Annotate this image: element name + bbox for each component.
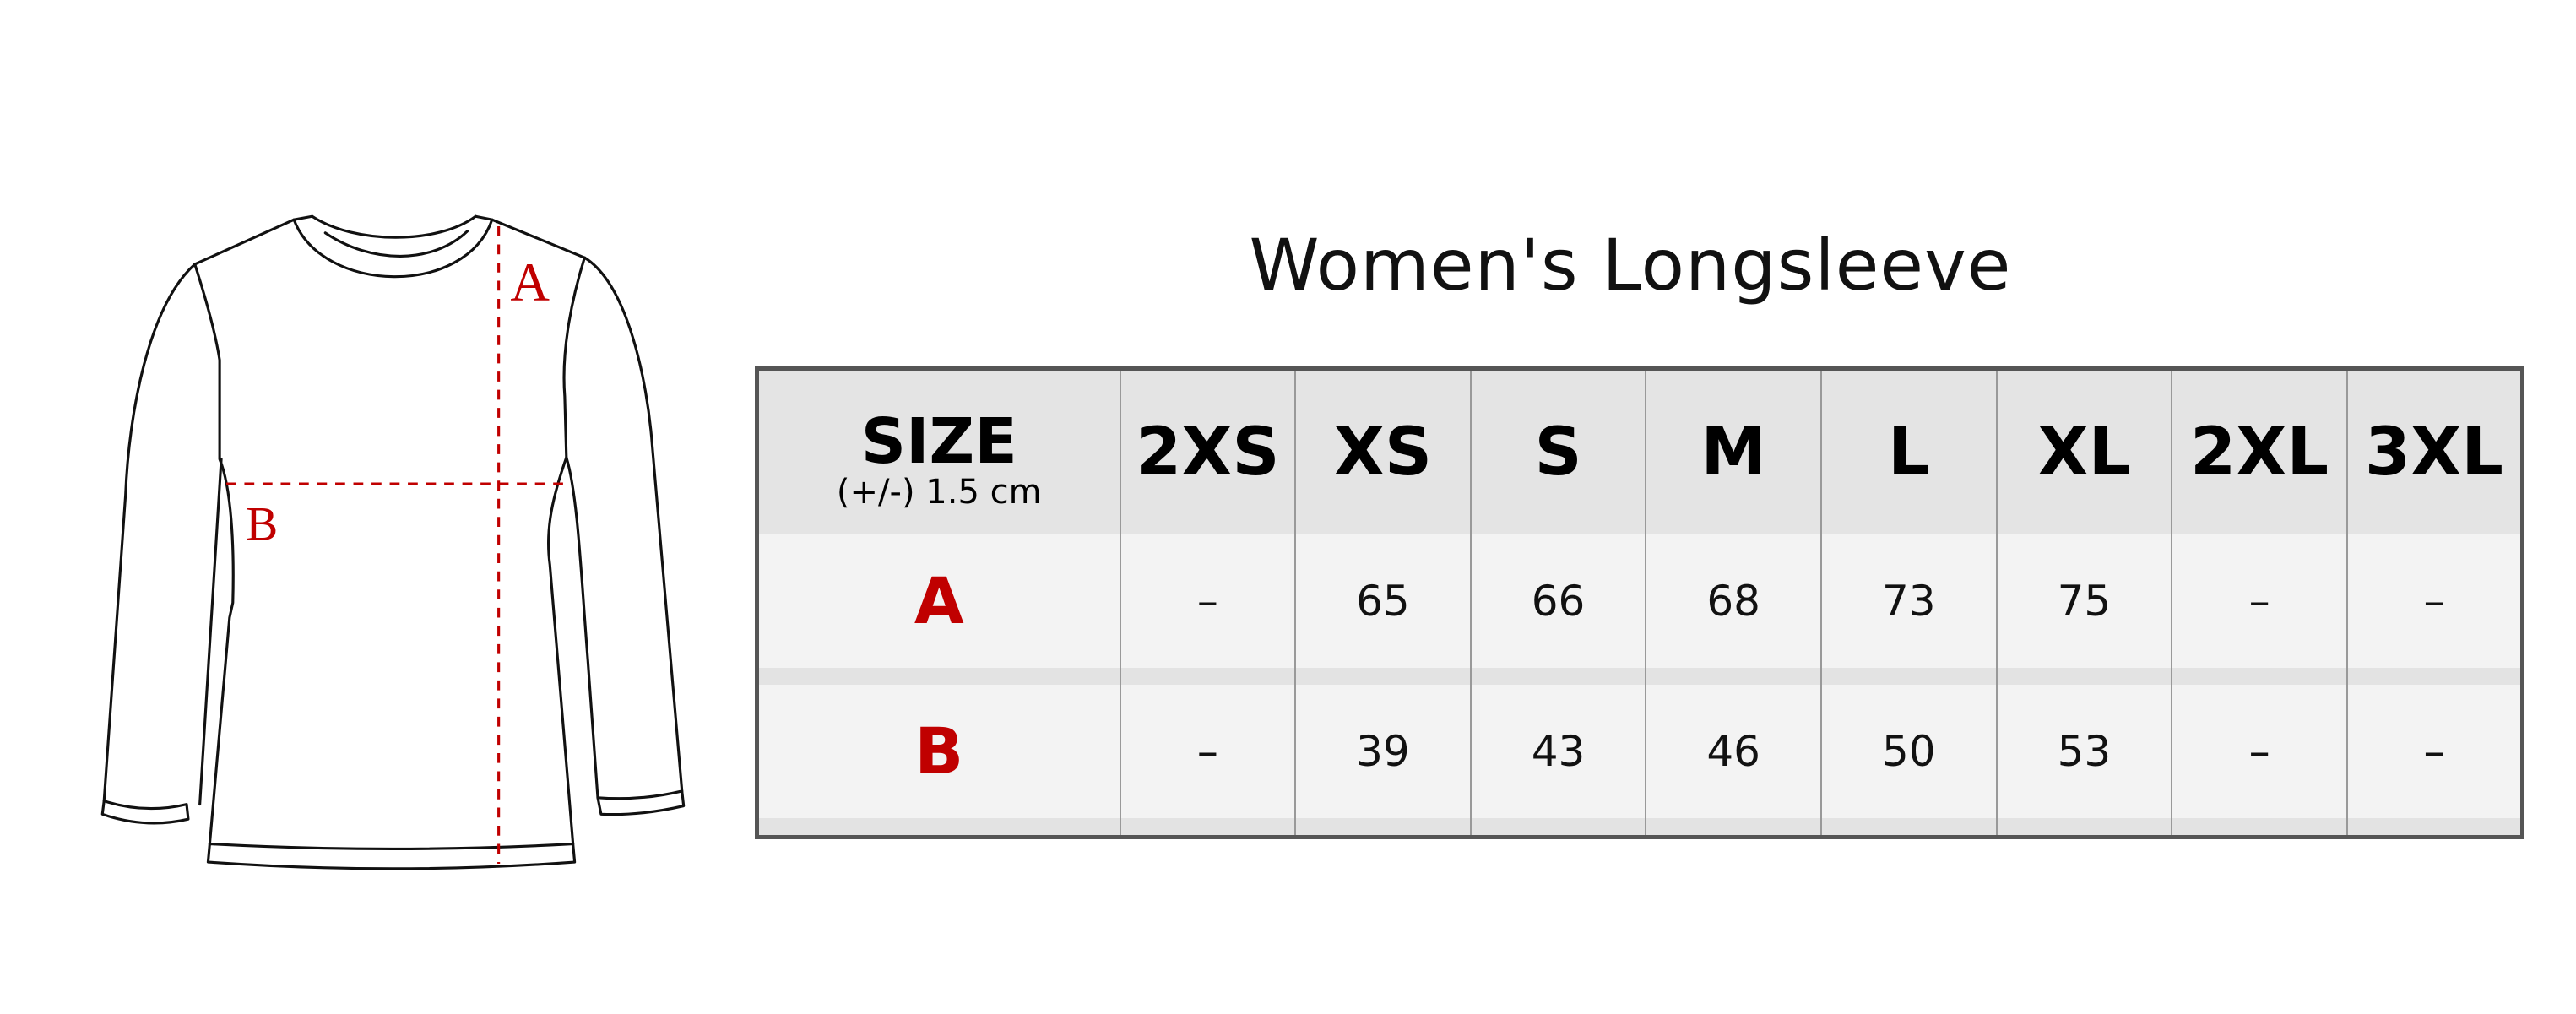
size-header: SIZE (+/-) 1.5 cm: [757, 368, 1120, 534]
table-cell: 65: [1294, 534, 1471, 668]
right-shoulder: [491, 218, 586, 259]
table-cell: 46: [1645, 684, 1821, 818]
table-row-b: B – 39 43 46 50 53 – –: [757, 684, 2523, 818]
neck-inner: [311, 214, 477, 239]
row-separator: [757, 817, 2523, 838]
neck-outer: [292, 218, 494, 279]
right-cuff: [596, 789, 686, 816]
table-row-a: A – 65 66 68 73 75 – –: [757, 534, 2523, 668]
size-label: SIZE: [860, 405, 1017, 478]
left-shoulder: [193, 218, 296, 266]
row-label-a: A: [757, 534, 1120, 668]
table-cell: 66: [1469, 534, 1646, 668]
table-cell: 50: [1820, 684, 1997, 818]
table-cell: 75: [1995, 534, 2172, 668]
left-cuff: [100, 800, 190, 825]
page-title: Women's Longsleeve: [1249, 224, 2012, 306]
left-body-side: [193, 263, 235, 846]
left-sleeve-inner: [198, 458, 223, 806]
table-cell: –: [2171, 684, 2347, 818]
size-col-m: M: [1645, 368, 1821, 534]
size-col-xl: XL: [1995, 368, 2172, 534]
left-sleeve-outer: [102, 263, 197, 803]
size-col-xs: XS: [1294, 368, 1471, 534]
table-cell: –: [2171, 534, 2347, 668]
size-col-l: L: [1820, 368, 1997, 534]
right-body-side: [547, 256, 586, 846]
row-label-b: B: [757, 684, 1120, 818]
right-sleeve-outer: [583, 256, 684, 793]
size-col-s: S: [1469, 368, 1646, 534]
label-a: A: [510, 252, 550, 312]
header-row: SIZE (+/-) 1.5 cm 2XS XS S M L XL 2XL 3X…: [757, 368, 2523, 534]
right-sleeve-inner: [565, 456, 599, 800]
label-b: B: [246, 498, 278, 551]
tolerance-label: (+/-) 1.5 cm: [836, 473, 1042, 512]
size-col-3xl: 3XL: [2346, 368, 2523, 534]
table-cell: –: [1119, 534, 1296, 668]
size-col-2xs: 2XS: [1119, 368, 1296, 534]
collar-band: [323, 230, 469, 258]
hem: [206, 842, 577, 870]
collar-top: [292, 214, 494, 221]
table-cell: 53: [1995, 684, 2172, 818]
table-cell: 73: [1820, 534, 1997, 668]
table-cell: –: [1119, 684, 1296, 818]
table-cell: 39: [1294, 684, 1471, 818]
table-cell: 43: [1469, 684, 1646, 818]
size-table: SIZE (+/-) 1.5 cm 2XS XS S M L XL 2XL 3X…: [755, 366, 2524, 839]
table-cell: –: [2346, 534, 2523, 668]
table-cell: 68: [1645, 534, 1821, 668]
table-cell: –: [2346, 684, 2523, 818]
size-col-2xl: 2XL: [2171, 368, 2347, 534]
row-separator: [757, 667, 2523, 685]
